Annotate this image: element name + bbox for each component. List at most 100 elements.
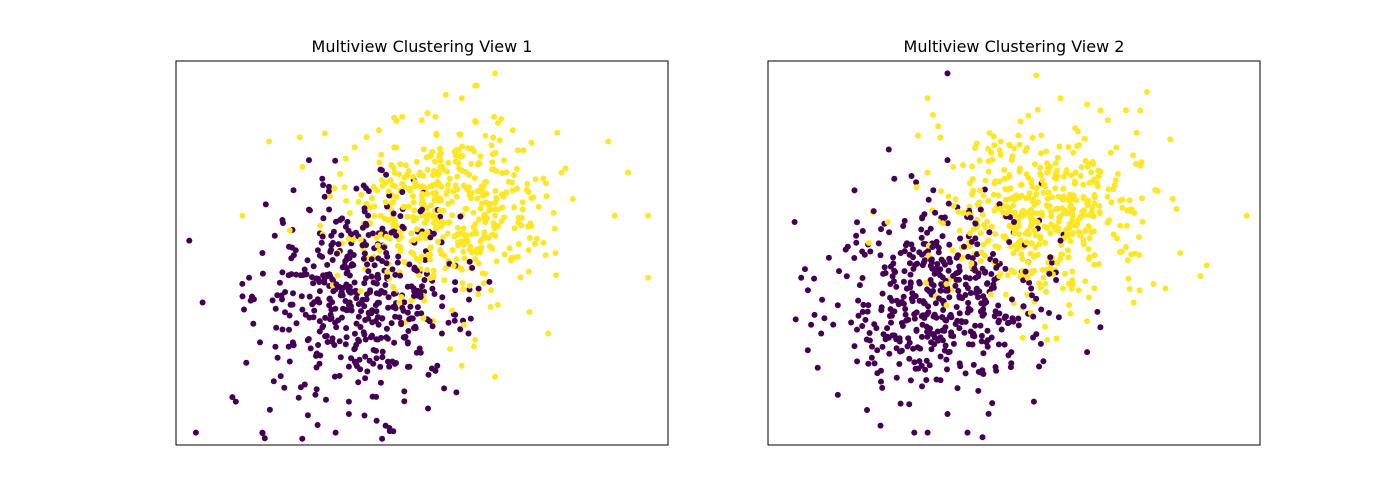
scatter-point-cluster-0 [900, 293, 907, 300]
scatter-point-cluster-0 [383, 250, 390, 256]
scatter-point-cluster-1 [1067, 203, 1074, 210]
scatter-point-cluster-1 [1075, 217, 1081, 224]
scatter-point-cluster-0 [878, 367, 884, 374]
scatter-point-cluster-0 [918, 251, 925, 258]
scatter-point-cluster-0 [940, 215, 947, 222]
scatter-point-cluster-1 [1043, 148, 1050, 155]
scatter-point-cluster-0 [486, 278, 493, 285]
scatter-point-cluster-1 [865, 239, 872, 246]
scatter-point-cluster-0 [919, 383, 925, 390]
scatter-point-cluster-1 [442, 91, 449, 98]
scatter-point-cluster-0 [313, 350, 320, 357]
scatter-point-cluster-1 [1080, 241, 1087, 248]
scatter-point-cluster-1 [371, 203, 378, 210]
scatter-point-cluster-0 [912, 293, 919, 300]
scatter-point-cluster-0 [361, 412, 368, 419]
scatter-point-cluster-0 [385, 304, 392, 311]
scatter-point-cluster-0 [996, 317, 1003, 324]
scatter-point-cluster-0 [804, 347, 811, 354]
scatter-point-cluster-0 [356, 356, 363, 363]
scatter-point-cluster-0 [867, 248, 874, 255]
scatter-point-cluster-1 [1064, 233, 1071, 239]
scatter-point-cluster-1 [433, 132, 440, 139]
scatter-point-cluster-1 [460, 248, 467, 255]
scatter-point-cluster-0 [903, 285, 910, 292]
scatter-point-cluster-0 [319, 175, 326, 182]
scatter-point-cluster-1 [433, 189, 440, 196]
scatter-point-cluster-1 [967, 230, 974, 237]
scatter-point-cluster-1 [528, 139, 535, 146]
scatter-point-cluster-0 [825, 254, 832, 261]
scatter-point-cluster-0 [381, 244, 388, 251]
scatter-point-cluster-1 [1107, 149, 1114, 156]
scatter-point-cluster-1 [1138, 159, 1145, 166]
scatter-point-cluster-1 [1040, 189, 1047, 196]
scatter-point-cluster-1 [1114, 170, 1121, 177]
scatter-point-cluster-0 [906, 401, 913, 408]
scatter-point-cluster-0 [934, 261, 941, 267]
scatter-point-cluster-0 [952, 282, 959, 289]
scatter-point-cluster-0 [940, 307, 947, 313]
scatter-point-cluster-0 [902, 311, 909, 318]
scatter-point-cluster-1 [413, 226, 420, 233]
scatter-point-cluster-0 [318, 239, 325, 246]
scatter-point-cluster-0 [407, 303, 414, 310]
scatter-point-cluster-1 [1013, 192, 1020, 199]
scatter-point-cluster-0 [925, 196, 932, 203]
scatter-point-cluster-1 [1089, 205, 1096, 211]
scatter-point-cluster-1 [475, 260, 482, 267]
scatter-point-cluster-1 [1057, 213, 1064, 220]
scatter-point-cluster-0 [279, 326, 286, 333]
scatter-point-cluster-1 [456, 131, 463, 138]
scatter-point-cluster-1 [1092, 194, 1099, 201]
scatter-point-cluster-0 [332, 157, 339, 164]
scatter-point-cluster-1 [1130, 299, 1137, 306]
scatter-point-cluster-1 [970, 226, 977, 233]
scatter-point-cluster-0 [907, 271, 914, 278]
scatter-point-cluster-0 [984, 337, 991, 344]
scatter-point-cluster-1 [469, 231, 476, 238]
scatter-point-cluster-1 [416, 183, 423, 190]
scatter-point-cluster-0 [351, 345, 358, 352]
scatter-point-cluster-1 [423, 217, 430, 223]
scatter-point-cluster-1 [488, 142, 495, 149]
scatter-point-cluster-0 [257, 339, 263, 346]
scatter-point-cluster-0 [1004, 320, 1011, 327]
scatter-point-cluster-1 [492, 149, 499, 156]
scatter-point-cluster-1 [1041, 183, 1048, 190]
scatter-point-cluster-0 [906, 251, 913, 258]
scatter-point-cluster-1 [391, 114, 398, 121]
scatter-point-cluster-1 [1018, 251, 1025, 258]
scatter-point-cluster-1 [1070, 149, 1077, 156]
scatter-point-cluster-0 [361, 303, 368, 310]
scatter-point-cluster-0 [261, 435, 268, 442]
scatter-point-cluster-0 [369, 332, 375, 339]
scatter-point-cluster-0 [1002, 265, 1009, 272]
scatter-point-cluster-0 [791, 219, 798, 225]
scatter-point-cluster-0 [391, 339, 398, 346]
scatter-point-cluster-0 [362, 317, 369, 323]
scatter-point-cluster-0 [429, 285, 436, 292]
scatter-point-cluster-0 [362, 220, 369, 227]
scatter-point-cluster-1 [296, 134, 303, 141]
scatter-point-cluster-1 [1024, 274, 1031, 281]
scatter-point-cluster-1 [511, 225, 518, 232]
subplot-title-view-2: Multiview Clustering View 2 [904, 37, 1125, 56]
scatter-point-cluster-1 [427, 244, 434, 251]
scatter-point-cluster-0 [930, 282, 937, 289]
scatter-point-cluster-0 [818, 330, 825, 337]
scatter-point-cluster-0 [893, 283, 900, 290]
scatter-point-cluster-1 [569, 196, 576, 202]
scatter-point-cluster-1 [355, 198, 362, 205]
scatter-point-cluster-1 [488, 287, 495, 294]
scatter-point-cluster-0 [192, 429, 199, 436]
scatter-point-cluster-1 [1060, 185, 1067, 192]
scatter-point-cluster-1 [408, 230, 415, 237]
scatter-point-cluster-0 [425, 405, 431, 412]
scatter-point-cluster-0 [361, 205, 368, 212]
scatter-point-cluster-0 [229, 394, 236, 401]
scatter-point-cluster-0 [859, 323, 866, 329]
scatter-point-cluster-0 [383, 325, 390, 332]
scatter-point-cluster-1 [486, 207, 493, 214]
scatter-point-cluster-0 [290, 290, 296, 297]
